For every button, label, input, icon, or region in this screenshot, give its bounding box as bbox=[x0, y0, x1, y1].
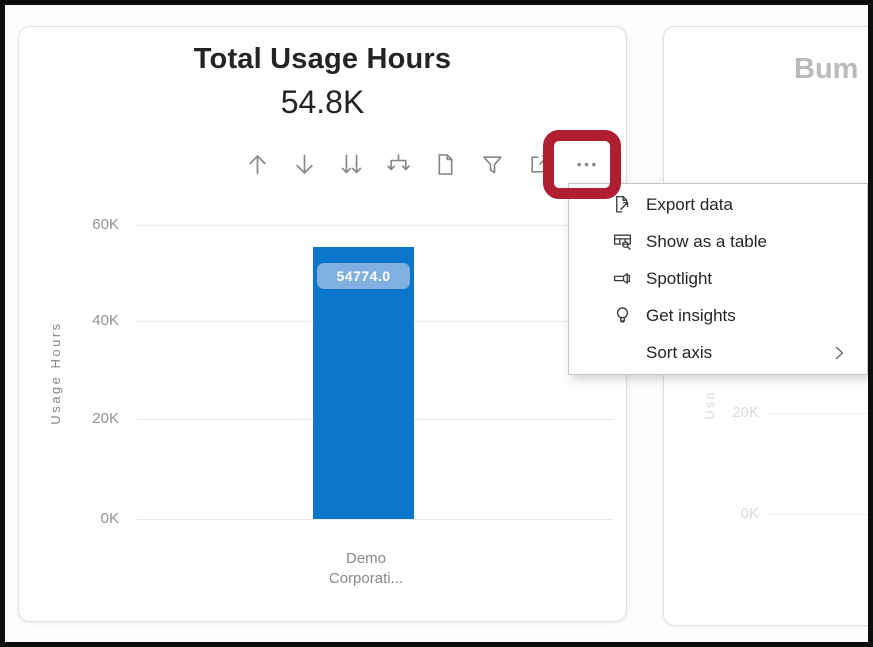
total-usage-hours-visual: Total Usage Hours 54.8K bbox=[18, 26, 627, 622]
gridline-60k bbox=[137, 225, 613, 226]
expand-next-level-icon[interactable] bbox=[385, 151, 412, 178]
bar-data-label: 54774.0 bbox=[317, 263, 410, 289]
expand-all-down-icon[interactable] bbox=[338, 151, 365, 178]
menu-item-label: Get insights bbox=[646, 305, 736, 325]
filter-icon[interactable] bbox=[479, 151, 506, 178]
category-line-1: Demo bbox=[345, 550, 386, 567]
export-data-icon bbox=[611, 194, 633, 216]
visual-header-toolbar bbox=[244, 151, 600, 178]
x-axis-category-label: Demo Corporati... bbox=[283, 549, 449, 589]
menu-item-label: Spotlight bbox=[646, 268, 713, 288]
y-tick-0k: 0K bbox=[100, 510, 119, 527]
get-insights-icon bbox=[611, 305, 633, 327]
y-tick-20k: 20K bbox=[92, 410, 119, 427]
drill-down-icon[interactable] bbox=[291, 151, 318, 178]
right-gridline-0k bbox=[768, 514, 868, 515]
right-y-tick-0k: 0K bbox=[740, 505, 759, 522]
right-gridline-20k bbox=[768, 413, 868, 414]
menu-item-spotlight[interactable]: Spotlight bbox=[569, 260, 867, 297]
empty-icon-spacer bbox=[611, 342, 633, 364]
menu-item-show-as-table[interactable]: Show as a table bbox=[569, 223, 867, 260]
y-tick-40k: 40K bbox=[92, 312, 119, 329]
focus-mode-icon[interactable] bbox=[526, 151, 553, 178]
menu-item-sort-axis[interactable]: Sort axis bbox=[569, 334, 867, 371]
spotlight-icon bbox=[611, 268, 633, 290]
menu-item-label: Sort axis bbox=[646, 342, 713, 362]
menu-item-export-data[interactable]: Export data bbox=[569, 186, 867, 223]
category-line-2: Corporati... bbox=[328, 570, 404, 587]
menu-item-get-insights[interactable]: Get insights bbox=[569, 297, 867, 334]
y-axis-title: Usage Hours bbox=[48, 321, 63, 425]
drill-up-icon[interactable] bbox=[244, 151, 271, 178]
menu-item-label: Show as a table bbox=[646, 231, 767, 251]
right-y-axis-title: Usa bbox=[702, 390, 717, 420]
page-icon[interactable] bbox=[432, 151, 459, 178]
y-tick-60k: 60K bbox=[92, 216, 119, 233]
gridline-0k bbox=[137, 519, 613, 520]
visual-title: Total Usage Hours bbox=[193, 43, 452, 75]
bar-demo-corporation[interactable] bbox=[313, 247, 414, 519]
right-visual-title: Bum bbox=[794, 53, 859, 85]
visual-options-menu: Export data Show as a table Spotlight Ge… bbox=[568, 183, 868, 375]
chevron-right-icon bbox=[829, 343, 849, 363]
kpi-value: 54.8K bbox=[280, 84, 365, 120]
more-options-icon[interactable] bbox=[573, 151, 600, 178]
show-as-table-icon bbox=[611, 231, 633, 253]
right-y-tick-20k: 20K bbox=[732, 404, 759, 421]
menu-item-label: Export data bbox=[646, 194, 733, 214]
